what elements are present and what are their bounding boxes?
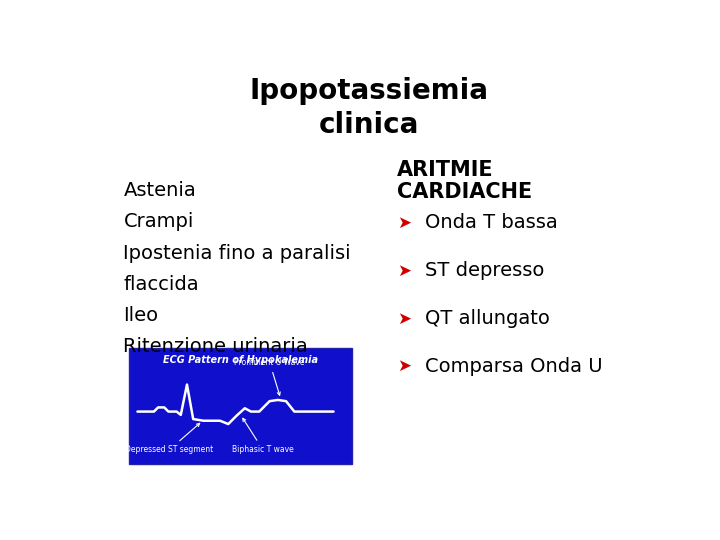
Text: Ipostenia fino a paralisi: Ipostenia fino a paralisi (124, 244, 351, 262)
Text: Crampi: Crampi (124, 212, 194, 232)
FancyBboxPatch shape (79, 57, 660, 489)
Text: Depressed ST segment: Depressed ST segment (125, 423, 213, 454)
Text: ARITMIE
CARDIACHE: ARITMIE CARDIACHE (397, 160, 532, 202)
Text: Comparsa Onda U: Comparsa Onda U (425, 357, 603, 376)
Text: Astenia: Astenia (124, 181, 197, 200)
Text: QT allungato: QT allungato (425, 309, 549, 328)
Text: ST depresso: ST depresso (425, 261, 544, 280)
Text: Biphasic T wave: Biphasic T wave (232, 418, 294, 454)
Text: Prominent U Wave: Prominent U Wave (235, 358, 305, 395)
Text: ECG Pattern of Hypokalemia: ECG Pattern of Hypokalemia (163, 355, 318, 365)
Text: ➤: ➤ (397, 261, 411, 280)
Text: flaccida: flaccida (124, 275, 199, 294)
Bar (129, 348, 352, 464)
Text: ➤: ➤ (397, 357, 411, 375)
Text: Onda T bassa: Onda T bassa (425, 213, 557, 232)
Text: ➤: ➤ (397, 309, 411, 327)
Text: ➤: ➤ (397, 214, 411, 232)
Text: Ipopotassiemia
clinica: Ipopotassiemia clinica (250, 77, 488, 139)
Text: Ritenzione urinaria: Ritenzione urinaria (124, 337, 308, 356)
Text: Ileo: Ileo (124, 306, 158, 325)
